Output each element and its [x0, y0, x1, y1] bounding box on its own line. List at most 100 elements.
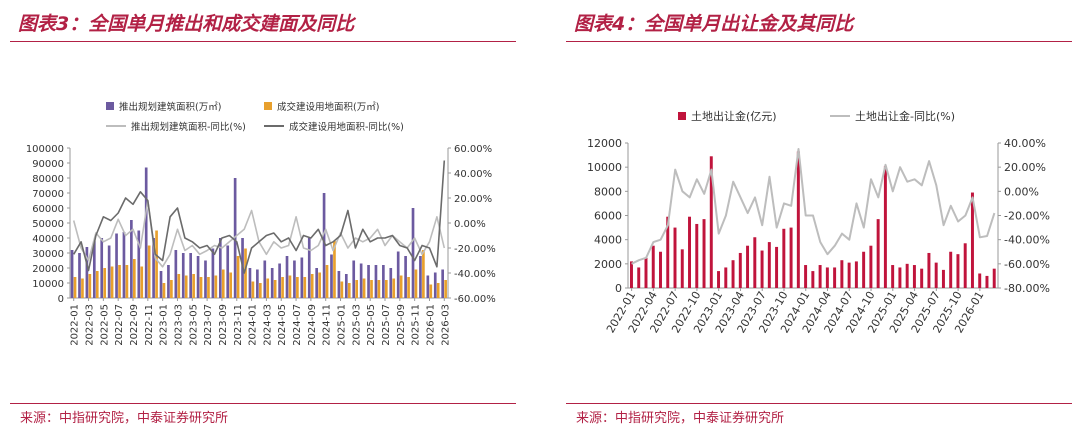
bar-mark	[767, 242, 771, 288]
bar-mark	[407, 277, 410, 298]
bar-mark	[140, 266, 144, 298]
bar-mark	[724, 267, 728, 288]
bar-mark	[382, 265, 385, 298]
y-left-tick-label: 8000	[594, 185, 622, 198]
bar-mark	[300, 257, 304, 298]
bar-mark	[233, 178, 237, 298]
bar-mark	[389, 268, 393, 298]
bar-mark	[137, 230, 141, 298]
bar-mark	[92, 241, 96, 298]
bar-mark	[78, 253, 81, 298]
x-tick-label: 2022-11	[144, 304, 155, 346]
bar-mark	[847, 262, 851, 288]
figure-4-panel: 图表4：全国单月出让金及其同比 0 2000 4000 6000 8000 10000 12…	[556, 0, 1080, 428]
bar-mark	[702, 219, 706, 288]
y-right-tick-label: 40.00%	[454, 169, 492, 180]
figure-3-panel: 图表3：全国单月推出和成交建面及同比 0 10000 20000 30000 40000…	[0, 0, 524, 428]
bar-mark	[244, 248, 247, 298]
x-tick-label: 2024-03	[262, 304, 273, 346]
bar-mark	[629, 261, 633, 288]
legend-swatch	[106, 102, 114, 110]
bar-mark	[833, 267, 837, 288]
bar-mark	[970, 192, 974, 288]
legend-swatch	[678, 112, 686, 120]
bar-mark	[796, 151, 800, 288]
bar-mark	[303, 277, 307, 298]
y-left-tick-label: 10000	[587, 161, 622, 174]
x-tick-label: 2022-05	[99, 304, 110, 346]
bar-mark	[992, 268, 996, 288]
bar-mark	[229, 272, 233, 298]
bar-mark	[804, 265, 808, 288]
bar-mark	[130, 220, 133, 298]
x-tick-label: 2025-01	[337, 304, 348, 346]
bar-mark	[985, 275, 989, 288]
bar-mark	[666, 216, 670, 288]
bar-mark	[891, 265, 895, 288]
bar-mark	[152, 238, 155, 298]
bar-mark	[103, 268, 107, 298]
bar-mark	[144, 167, 148, 298]
bar-mark	[352, 260, 356, 298]
figure-3-top-rule	[10, 41, 516, 42]
bar-mark	[122, 232, 126, 298]
bar-mark	[315, 268, 318, 298]
bar-mark	[236, 256, 240, 298]
bar-mark	[789, 227, 793, 288]
y-left-tick-label: 0	[58, 294, 64, 305]
bar-mark	[426, 275, 430, 298]
y-right-tick-label: -60.00%	[1004, 258, 1050, 271]
bar-mark	[285, 256, 289, 298]
x-tick-label: 2024-05	[277, 304, 288, 346]
y-left-tick-label: 6000	[594, 210, 622, 223]
bar-mark	[414, 269, 418, 298]
y-left-tick-label: 12000	[587, 137, 622, 150]
bar-mark	[330, 254, 333, 298]
bar-mark	[362, 278, 366, 298]
figure-3-source: 来源：中指研究院，中泰证券研究所	[20, 411, 229, 426]
bar-mark	[310, 274, 314, 298]
bar-mark	[392, 278, 396, 298]
bar-mark	[912, 265, 916, 288]
bar-mark	[270, 268, 274, 298]
figure-4-bottom-rule	[566, 403, 1072, 404]
bar-mark	[322, 193, 326, 298]
legend-label: 推出规划建筑面积(万㎡)	[119, 101, 221, 113]
bar-mark	[898, 267, 902, 288]
series-line	[631, 148, 996, 265]
bar-mark	[125, 265, 129, 298]
bar-mark	[876, 219, 880, 288]
x-tick-label: 2025-03	[351, 304, 362, 346]
bar-mark	[963, 243, 967, 288]
bar-mark	[147, 245, 151, 298]
bar-mark	[293, 260, 296, 298]
bar-mark	[746, 245, 750, 288]
figure-3-chart: 0 10000 20000 30000 40000 50000 60000 70000 8000…	[26, 101, 496, 346]
bar-mark	[377, 280, 381, 298]
bar-mark	[905, 263, 909, 288]
bar-mark	[883, 165, 887, 288]
bar-mark	[347, 283, 351, 298]
bar-mark	[359, 263, 363, 298]
legend-label: 推出规划建筑面积-同比(%)	[131, 121, 246, 133]
bar-mark	[673, 227, 677, 288]
bar-mark	[266, 278, 270, 298]
legend-swatch	[264, 102, 272, 110]
x-tick-label: 2024-07	[292, 304, 303, 346]
bar-mark	[978, 273, 982, 288]
bar-mark	[159, 271, 163, 298]
legend-label: 土地出让金-同比(%)	[855, 109, 955, 123]
x-tick-label: 2023-11	[233, 304, 244, 346]
bar-mark	[155, 230, 158, 298]
bar-mark	[192, 274, 195, 298]
bar-mark	[85, 247, 89, 298]
x-tick-label: 2026-01	[425, 304, 436, 346]
y-right-tick-label: -60.00%	[454, 294, 496, 305]
bar-mark	[263, 260, 267, 298]
bar-mark	[133, 259, 136, 298]
bar-mark	[296, 277, 299, 298]
x-tick-label: 2025-05	[366, 304, 377, 346]
bar-mark	[174, 250, 178, 298]
y-right-tick-label: -20.00%	[454, 244, 496, 255]
bar-mark	[441, 269, 444, 298]
